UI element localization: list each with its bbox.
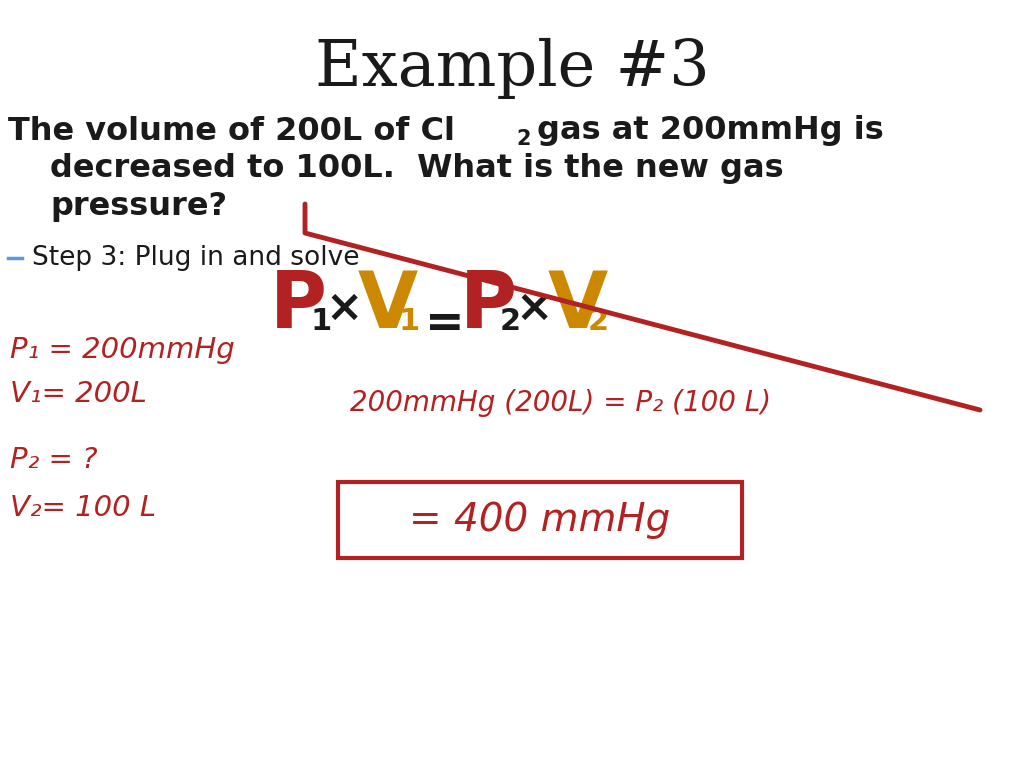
- Text: 200mmHg (200L) = P₂ (100 L): 200mmHg (200L) = P₂ (100 L): [350, 389, 771, 417]
- Text: P: P: [460, 268, 517, 344]
- Text: 1: 1: [310, 307, 331, 336]
- Text: V: V: [548, 268, 608, 344]
- Text: ×: ×: [515, 286, 552, 329]
- FancyBboxPatch shape: [338, 482, 742, 558]
- Text: Step 3: Plug in and solve: Step 3: Plug in and solve: [32, 245, 359, 271]
- Text: gas at 200mmHg is: gas at 200mmHg is: [526, 115, 884, 147]
- Text: = 400 mmHg: = 400 mmHg: [410, 501, 671, 539]
- Text: V₂= 100 L: V₂= 100 L: [10, 494, 156, 522]
- Text: P₁ = 200mmHg: P₁ = 200mmHg: [10, 336, 234, 364]
- Text: decreased to 100L.  What is the new gas: decreased to 100L. What is the new gas: [50, 154, 783, 184]
- Text: =: =: [425, 302, 465, 346]
- Text: V: V: [358, 268, 418, 344]
- Text: 1: 1: [398, 307, 419, 336]
- Text: 2: 2: [500, 307, 521, 336]
- Text: 2: 2: [516, 129, 530, 149]
- Text: 2: 2: [588, 307, 609, 336]
- Text: The volume of 200L of Cl: The volume of 200L of Cl: [8, 115, 455, 147]
- Text: Example #3: Example #3: [314, 38, 710, 98]
- Text: P₂ = ?: P₂ = ?: [10, 446, 97, 474]
- Text: P: P: [270, 268, 327, 344]
- Text: ×: ×: [325, 286, 362, 329]
- Text: V₁= 200L: V₁= 200L: [10, 380, 146, 408]
- Text: pressure?: pressure?: [50, 191, 227, 223]
